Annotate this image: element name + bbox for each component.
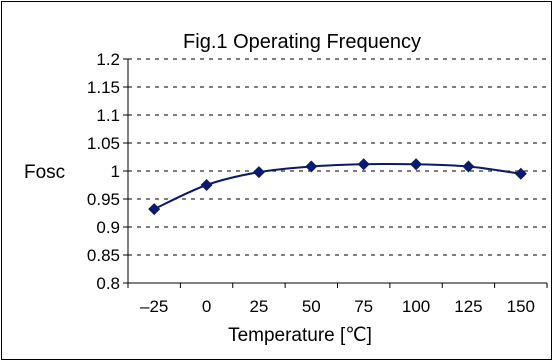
data-point [514,167,527,180]
y-tick-label: 0.95 [87,190,120,209]
y-tick-label: 0.9 [96,218,120,237]
x-tick-label: –25 [140,297,168,316]
y-tick-label: 1.15 [87,78,120,97]
chart-title: Fig.1 Operating Frequency [183,31,421,53]
data-point [252,166,265,179]
x-tick-label: 125 [454,297,482,316]
x-tick-label: 75 [354,297,373,316]
y-tick-label: 1.2 [96,50,120,69]
y-tick-label: 0.8 [96,274,120,293]
y-tick-label: 0.85 [87,246,120,265]
y-tick-label: 1.1 [96,106,120,125]
x-tick-label: 50 [302,297,321,316]
y-axis-label: Fosc [24,162,65,183]
x-tick-label: 25 [249,297,268,316]
y-tick-label: 1 [111,162,120,181]
x-axis-label: Temperature [℃] [228,325,372,346]
x-tick-label: 100 [402,297,430,316]
data-point [357,158,370,171]
data-point [200,179,213,191]
x-tick-label: 150 [507,297,535,316]
data-point [462,160,475,173]
data-point [305,160,318,173]
y-tick-label: 1.05 [87,134,120,153]
data-point [148,203,161,216]
x-tick-label: 0 [202,297,211,316]
data-point [410,158,423,171]
